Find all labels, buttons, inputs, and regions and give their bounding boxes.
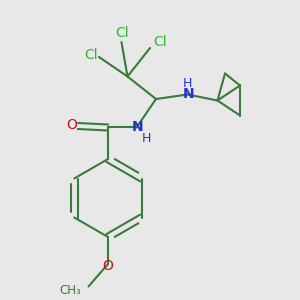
Text: H: H — [141, 132, 151, 146]
Text: O: O — [102, 260, 113, 273]
Text: Cl: Cl — [84, 48, 98, 62]
Text: CH₃: CH₃ — [59, 284, 81, 297]
Text: Cl: Cl — [116, 26, 129, 40]
Text: H: H — [183, 76, 193, 90]
Text: Cl: Cl — [153, 35, 166, 49]
Text: N: N — [182, 87, 194, 100]
Text: N: N — [132, 120, 144, 134]
Text: O: O — [66, 118, 77, 132]
